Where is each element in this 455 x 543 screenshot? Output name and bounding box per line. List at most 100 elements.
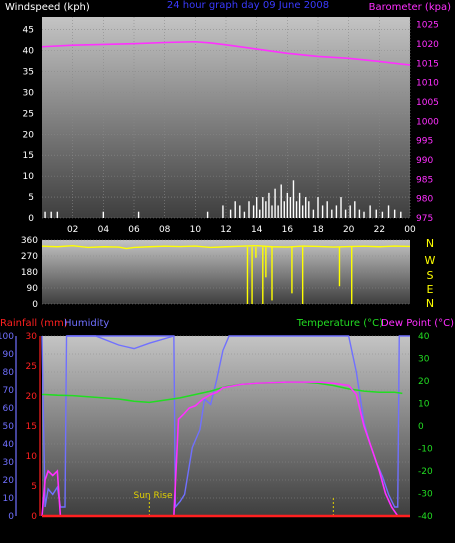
direction-series <box>41 244 411 304</box>
humidity-tick-label: 40 <box>3 440 15 450</box>
wind-tick-label: 20 <box>23 130 35 140</box>
barometer-line <box>41 40 411 66</box>
rainfall-tick-label: 0 <box>31 512 37 522</box>
humidity-tick-label: 90 <box>3 350 15 360</box>
x-tick-label: 06 <box>128 225 140 235</box>
rainfall-y-ticks: 0 5 10 15 20 25 30 <box>26 332 38 522</box>
humidity-tick-label: 20 <box>3 476 15 486</box>
humidity-tick-label: 10 <box>3 494 15 504</box>
humidity-y-ticks: 0 10 20 30 40 50 60 70 80 90 100 <box>0 332 14 522</box>
temperature-y-ticks: -40 -30 -20 -10 0 10 20 30 40 <box>418 332 433 522</box>
humidity-tick-label: 0 <box>8 512 14 522</box>
temperature-tick-label: -40 <box>418 512 433 522</box>
wind-tick-label: 45 <box>23 26 34 36</box>
barometer-tick-label: 980 <box>416 195 433 205</box>
x-axis-ticks: 02 04 06 08 10 12 14 16 18 20 22 00 <box>67 225 416 235</box>
barometer-tick-label: 1015 <box>416 59 439 69</box>
x-tick-label: 14 <box>251 225 263 235</box>
barometer-tick-label: 1025 <box>416 21 439 31</box>
compass-label: E <box>427 283 434 296</box>
direction-tick-label: 180 <box>21 268 38 278</box>
humidity-tick-label: 60 <box>3 404 15 414</box>
barometer-tick-label: 975 <box>416 214 433 224</box>
humidity-tick-label: 70 <box>3 386 15 396</box>
barometer-tick-label: 990 <box>416 156 433 166</box>
temperature-line <box>42 381 403 404</box>
dewpoint-axis-label: Dew Point (°C) <box>381 318 454 329</box>
barometer-tick-label: 1000 <box>416 117 439 127</box>
compass-label: W <box>425 254 436 267</box>
wind-tick-label: 15 <box>23 151 34 161</box>
x-tick-label: 08 <box>159 225 171 235</box>
barometer-axis-label: Barometer (kpa) <box>369 2 451 13</box>
compass-label: S <box>427 269 434 282</box>
barometer-series <box>41 40 411 66</box>
rain-humidity-temp-series <box>15 335 410 518</box>
temperature-tick-label: 10 <box>418 400 430 410</box>
wind-tick-label: 10 <box>23 172 35 182</box>
rainfall-tick-label: 20 <box>26 392 38 402</box>
direction-tick-label: 270 <box>21 252 38 262</box>
wind-series <box>44 180 402 218</box>
x-tick-label: 10 <box>190 225 202 235</box>
humidity-tick-label: 80 <box>3 368 15 378</box>
gridlines <box>42 239 410 305</box>
rainfall-tick-label: 10 <box>26 452 38 462</box>
chart-title: 24 hour graph day 09 June 2008 <box>167 0 329 11</box>
temperature-tick-label: 0 <box>418 422 424 432</box>
direction-line <box>41 244 411 250</box>
rainfall-tick-label: 5 <box>31 482 37 492</box>
barometer-tick-label: 985 <box>416 175 433 185</box>
wind-tick-label: 5 <box>28 193 34 203</box>
temperature-tick-label: 40 <box>418 332 430 342</box>
temperature-tick-label: -10 <box>418 445 433 455</box>
x-tick-label: 12 <box>220 225 231 235</box>
barometer-tick-label: 1020 <box>416 40 439 50</box>
rainfall-tick-label: 15 <box>26 422 37 432</box>
temperature-tick-label: 30 <box>418 355 430 365</box>
compass-label: N <box>426 297 434 310</box>
compass-label: N <box>426 237 434 250</box>
rainfall-tick-label: 25 <box>26 362 37 372</box>
barometer-tick-label: 995 <box>416 137 433 147</box>
gridlines <box>42 17 411 219</box>
barometer-tick-label: 1010 <box>416 79 439 89</box>
x-tick-label: 20 <box>343 225 355 235</box>
sun-rise-annotation: Sun Rise <box>134 491 173 501</box>
temperature-tick-label: -20 <box>418 467 433 477</box>
rainfall-tick-label: 30 <box>26 332 38 342</box>
direction-tick-label: 360 <box>21 236 38 246</box>
humidity-tick-label: 100 <box>0 332 14 342</box>
temperature-tick-label: 20 <box>418 377 430 387</box>
humidity-axis-label: Humidity <box>64 318 109 329</box>
wind-tick-label: 40 <box>23 47 35 57</box>
barometer-y-ticks: 975 980 985 990 995 1000 1005 1010 1015 1020 1025 <box>416 21 439 224</box>
wind-tick-label: 25 <box>23 109 34 119</box>
temperature-tick-label: -30 <box>418 490 433 500</box>
humidity-tick-label: 30 <box>3 458 15 468</box>
sun-events <box>148 498 334 516</box>
x-tick-label: 18 <box>312 225 324 235</box>
rainfall-axis-label: Rainfall (mm) <box>0 318 68 329</box>
wind-tick-label: 0 <box>28 214 34 224</box>
temperature-axis-label: Temperature (°C) <box>296 318 383 329</box>
wind-tick-label: 30 <box>23 88 35 98</box>
barometer-tick-label: 1005 <box>416 98 439 108</box>
wind-y-ticks: 0 5 10 15 20 25 30 35 40 45 <box>23 26 35 224</box>
x-tick-label: 02 <box>67 225 78 235</box>
direction-y-ticks: 0 90 180 270 360 <box>21 236 38 310</box>
wind-tick-label: 35 <box>23 67 34 77</box>
windspeed-axis-label: Windspeed (kph) <box>5 2 90 13</box>
x-tick-label: 22 <box>374 225 385 235</box>
x-tick-label: 04 <box>98 225 110 235</box>
x-tick-label: 00 <box>404 225 416 235</box>
x-tick-label: 16 <box>282 225 294 235</box>
humidity-tick-label: 50 <box>3 422 15 432</box>
direction-tick-label: 90 <box>27 284 39 294</box>
direction-tick-label: 0 <box>32 300 38 310</box>
